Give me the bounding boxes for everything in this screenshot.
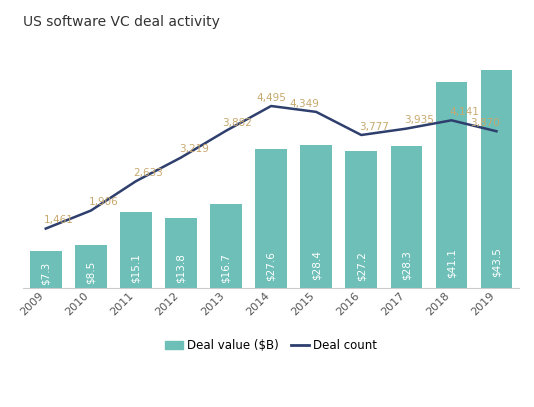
Bar — [30, 251, 61, 288]
Bar — [165, 219, 197, 288]
Text: $41.1: $41.1 — [446, 248, 457, 278]
Bar — [75, 245, 107, 288]
Text: 3,870: 3,870 — [470, 118, 500, 128]
Text: $27.2: $27.2 — [356, 251, 366, 281]
Bar — [345, 151, 377, 288]
Legend: Deal value ($B), Deal count: Deal value ($B), Deal count — [160, 335, 382, 357]
Text: 3,935: 3,935 — [404, 116, 434, 125]
Text: 3,777: 3,777 — [359, 122, 389, 132]
Text: 3,219: 3,219 — [179, 144, 209, 154]
Bar — [436, 82, 467, 288]
Text: 1,461: 1,461 — [43, 215, 73, 225]
Text: $13.8: $13.8 — [176, 254, 186, 283]
Text: US software VC deal activity: US software VC deal activity — [23, 15, 220, 29]
Bar — [301, 145, 332, 288]
Text: $28.3: $28.3 — [402, 251, 411, 280]
Text: $27.6: $27.6 — [266, 251, 276, 280]
Text: $8.5: $8.5 — [86, 261, 96, 284]
Text: $16.7: $16.7 — [221, 253, 231, 283]
Bar — [255, 149, 287, 288]
Text: 4,141: 4,141 — [449, 107, 479, 117]
Text: $28.4: $28.4 — [311, 251, 321, 280]
Bar — [120, 212, 152, 288]
Text: 2,633: 2,633 — [134, 168, 163, 178]
Text: 1,906: 1,906 — [89, 197, 119, 208]
Text: $15.1: $15.1 — [131, 253, 141, 283]
Text: $43.5: $43.5 — [491, 247, 501, 278]
Bar — [390, 146, 422, 288]
Text: 3,882: 3,882 — [223, 118, 253, 127]
Bar — [481, 70, 512, 288]
Text: $7.3: $7.3 — [41, 261, 51, 284]
Text: 4,495: 4,495 — [256, 93, 286, 103]
Text: 4,349: 4,349 — [290, 98, 320, 109]
Bar — [210, 204, 242, 288]
